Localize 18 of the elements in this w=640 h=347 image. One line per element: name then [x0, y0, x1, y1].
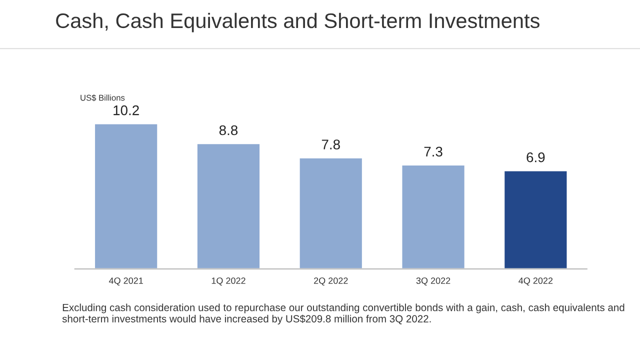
data-label: 7.8 — [322, 140, 340, 150]
bar — [503, 170, 568, 269]
x-tick-label: 4Q 2021 — [108, 277, 143, 286]
x-tick-label: 1Q 2022 — [212, 277, 246, 286]
data-label: 8.8 — [219, 125, 238, 136]
x-tick-label: 2Q 2022 — [314, 277, 348, 286]
data-label: 10.2 — [114, 105, 139, 116]
chart-title: Cash, Cash Equivalents and Short-term Investments — [56, 12, 540, 32]
x-tick-label: 4Q 2022 — [518, 277, 553, 286]
y-axis-title: US$ Billions — [80, 94, 125, 102]
bar — [400, 164, 466, 269]
data-label: 6.9 — [526, 152, 545, 162]
bar — [196, 142, 261, 269]
bar — [94, 122, 159, 269]
data-label: 7.3 — [424, 146, 442, 157]
bar — [298, 157, 364, 269]
text: Excluding cash consideration used to repurchase our outstanding convertible bonds with a gain, cash, cash equivalents and short-term investments would have increased by US$209.8 million from 3Q 2022. — [62, 304, 624, 324]
x-tick-label: 3Q 2022 — [416, 277, 450, 286]
